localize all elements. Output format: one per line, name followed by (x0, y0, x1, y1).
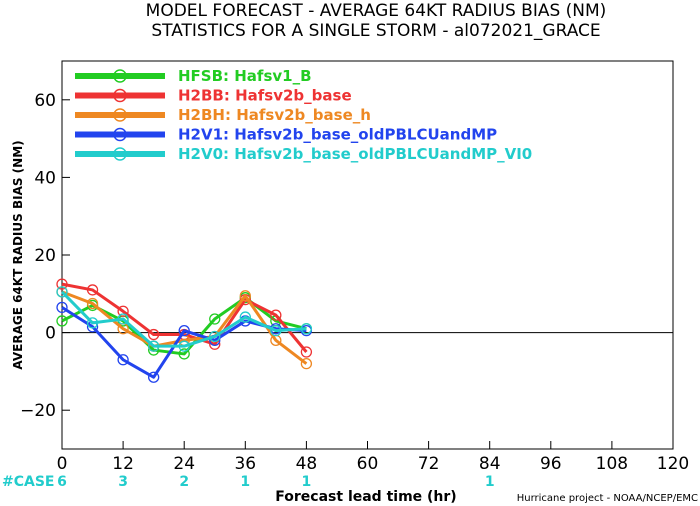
data-point (86, 284, 99, 296)
case-count: 6 (57, 474, 67, 490)
data-point (147, 340, 160, 352)
data-point (178, 340, 190, 352)
legend-marker (113, 108, 127, 122)
data-point (147, 328, 160, 341)
data-point (56, 301, 68, 314)
chart-subtitle: STATISTICS FOR A SINGLE STORM - al072021… (151, 21, 600, 41)
legend-label: HFSB: Hafsv1_B (178, 67, 312, 85)
data-point (209, 330, 221, 343)
data-point (86, 297, 99, 310)
data-point (239, 290, 251, 302)
y-axis-label: AVERAGE 64KT RADIUS BIAS (NM) (11, 140, 25, 369)
y-tick-label: −20 (20, 401, 56, 421)
case-count: 1 (302, 474, 312, 490)
data-point (56, 278, 68, 290)
data-point (56, 286, 68, 298)
chart-title: MODEL FORECAST - AVERAGE 64KT RADIUS BIA… (146, 1, 607, 21)
case-count: 1 (240, 474, 250, 490)
case-count: 3 (118, 474, 128, 490)
case-count: 2 (179, 474, 189, 490)
x-tick-label: 12 (112, 454, 134, 474)
case-count: 1 (485, 474, 495, 490)
credit-text: Hurricane project - NOAA/NCEP/EMC (517, 493, 698, 504)
x-tick-label: 60 (357, 454, 379, 474)
data-point (117, 305, 129, 317)
data-point (239, 311, 251, 323)
legend-item: H2V1: Hafsv2b_base_oldPBLCUandMP (75, 126, 497, 144)
x-axis: 0 12 24 36 48 60 72 84 96 108 120 (57, 441, 689, 474)
series-group (56, 278, 313, 383)
series-line (61, 282, 308, 353)
y-tick-label: 40 (34, 168, 56, 188)
legend-item: H2BB: Hafsv2b_base (75, 87, 352, 105)
data-point (86, 317, 99, 329)
case-count-row: #CASE 6 3 2 1 1 1 (2, 474, 495, 490)
legend-marker (113, 147, 127, 161)
legend-marker (113, 69, 127, 83)
y-tick-label: 20 (34, 246, 56, 266)
case-label: #CASE (2, 474, 55, 490)
data-point (117, 354, 129, 366)
legend-marker (113, 127, 127, 142)
y-tick-label: 60 (34, 91, 56, 111)
data-point (117, 313, 129, 325)
x-tick-label: 48 (296, 454, 318, 474)
data-point (270, 309, 282, 321)
legend-label: H2BH: Hafsv2b_base_h (178, 106, 371, 124)
data-point (300, 346, 313, 358)
legend-label: H2V1: Hafsv2b_base_oldPBLCUandMP (178, 126, 497, 144)
legend-item: HFSB: Hafsv1_B (75, 67, 312, 85)
x-tick-label: 84 (479, 454, 501, 474)
y-axis: 60 40 20 0 −20 (20, 91, 70, 421)
data-point (147, 371, 160, 383)
x-tick-label: 0 (57, 454, 68, 474)
y-tick-label: 0 (45, 324, 56, 344)
x-tick-label: 24 (173, 454, 195, 474)
series-line (60, 290, 307, 348)
data-point (56, 315, 68, 327)
series-4 (56, 286, 313, 352)
x-tick-label: 72 (418, 454, 440, 474)
data-point (209, 313, 221, 325)
data-point (270, 325, 282, 337)
x-tick-label: 96 (540, 454, 562, 474)
legend-label: H2BB: Hafsv2b_base (178, 87, 352, 105)
x-axis-label: Forecast lead time (hr) (275, 489, 456, 505)
data-point (178, 348, 190, 360)
data-point (300, 323, 313, 335)
data-point (300, 357, 313, 370)
legend-label: H2V0: Hafsv2b_base_oldPBLCUandMP_VI0 (178, 145, 532, 163)
data-point (178, 325, 190, 337)
legend-item: H2V0: Hafsv2b_base_oldPBLCUandMP_VI0 (75, 145, 532, 163)
x-tick-label: 108 (596, 454, 628, 474)
legend-item: H2BH: Hafsv2b_base_h (75, 106, 371, 124)
x-tick-label: 120 (657, 454, 689, 474)
x-tick-label: 36 (234, 454, 256, 474)
legend-marker (113, 88, 127, 103)
